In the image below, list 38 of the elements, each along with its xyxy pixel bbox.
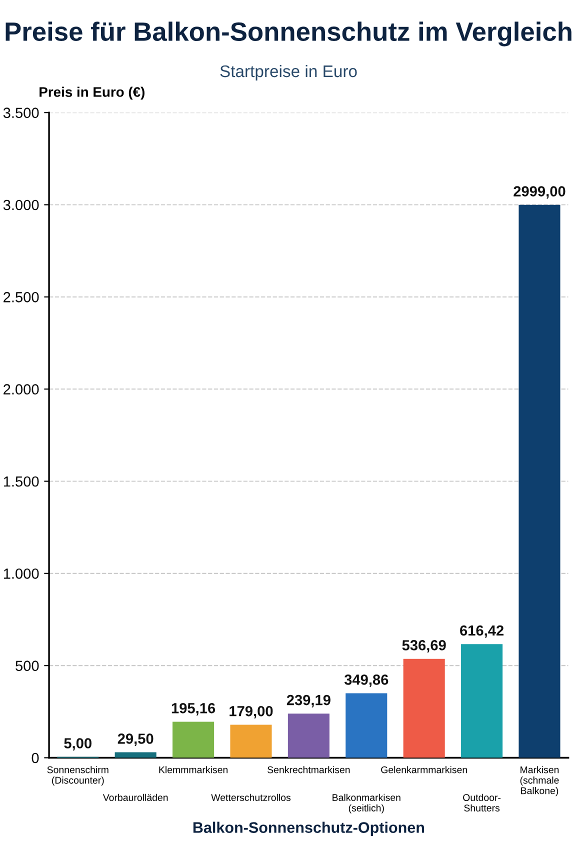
data-label: 179,00 (230, 706, 273, 718)
data-label: 5,00 (64, 738, 92, 751)
bar (346, 693, 388, 758)
bar (403, 658, 445, 758)
chart-title: Preise für Balkon-Sonnenschutz im Vergleich (6, 22, 572, 46)
data-label: 29,50 (118, 734, 154, 746)
x-tick-label: Balkonmarkisen (seitlich) (332, 794, 400, 814)
y-tick-label: 500 (16, 660, 39, 672)
data-label: 536,69 (402, 640, 446, 652)
bar (114, 752, 156, 758)
y-tick-label: 1.500 (4, 476, 39, 487)
data-label: 195,16 (172, 703, 216, 716)
bar (288, 714, 330, 758)
x-tick-label: Outdoor- Shutters (463, 794, 501, 812)
bar (172, 722, 214, 758)
data-label: 239,19 (286, 694, 330, 708)
y-tick-label: 3.500 (3, 108, 39, 118)
y-tick-label: 2.500 (4, 292, 39, 302)
y-tick-label: 3.000 (3, 200, 39, 210)
x-tick-label: Klemmmarkisen (159, 766, 228, 774)
x-tick-label: Senkrechtmarkisen (268, 766, 350, 774)
data-label: 2999,00 (514, 186, 566, 199)
bar (518, 204, 560, 758)
y-tick-label: 2.000 (4, 384, 39, 395)
y-tick-label: 0 (32, 752, 39, 764)
x-tick-label: Vorbaurolläden (102, 794, 168, 801)
x-axis-title: Balkon-Sonnenschutz-Optionen (193, 822, 424, 836)
x-tick-label: Markisen (schmale Balkone) (520, 766, 559, 796)
data-label: 349,86 (344, 674, 388, 687)
y-axis-title: Preis in Euro (€) (40, 86, 144, 100)
x-tick-label: Wetterschutzrollos (211, 794, 291, 801)
x-tick-label: Gelenkarmmarkisen (381, 766, 467, 774)
bar (461, 644, 503, 758)
bar (230, 724, 272, 758)
chart-subtitle: Startpreise in Euro (220, 64, 357, 80)
data-label: 616,42 (460, 625, 504, 638)
y-tick-label: 1.000 (4, 568, 39, 579)
x-tick-label: Sonnenschirm (Discounter) (47, 766, 108, 786)
